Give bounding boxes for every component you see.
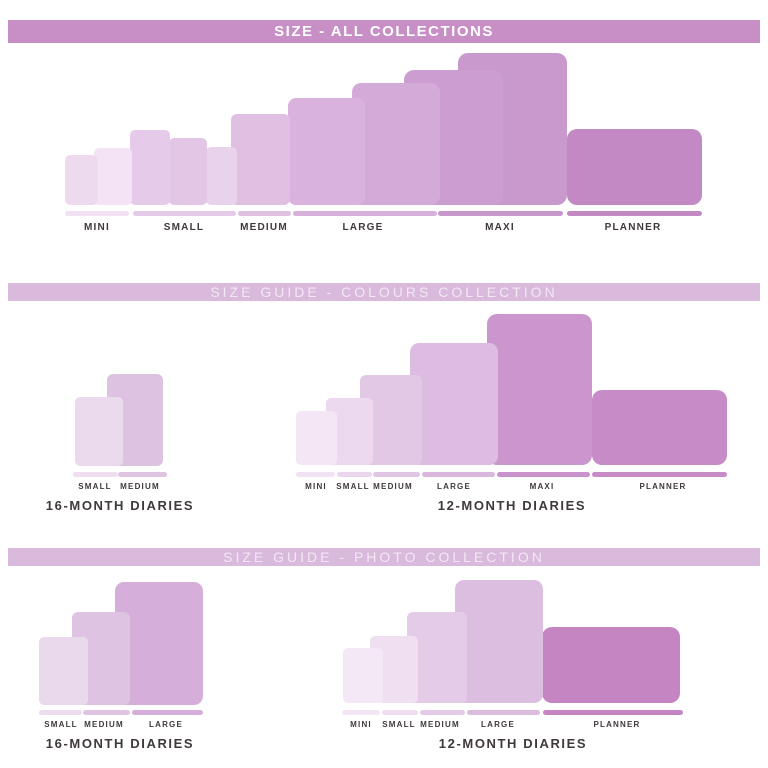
- size-bar-planner: [567, 211, 702, 216]
- size-label-mini: MINI: [84, 222, 110, 233]
- size-label-medium: MEDIUM: [84, 720, 124, 729]
- size-bar-medium: [373, 472, 420, 477]
- size-label-planner: PLANNER: [593, 720, 641, 729]
- size-bar-large: [467, 710, 540, 715]
- book-planner: [592, 390, 727, 465]
- book-large-a: [288, 98, 365, 205]
- size-label-small: SMALL: [78, 482, 112, 491]
- size-label-maxi: MAXI: [529, 482, 555, 491]
- size-label-small: SMALL: [44, 720, 78, 729]
- book-large: [410, 343, 498, 465]
- book-large: [455, 580, 543, 703]
- book-mini: [343, 648, 383, 703]
- section-header-all-collections: SIZE - ALL COLLECTIONS: [8, 20, 760, 43]
- size-bar-small: [337, 472, 372, 477]
- size-label-medium: MEDIUM: [120, 482, 160, 491]
- book-maxi: [487, 314, 592, 465]
- group-title-12-month-diaries-colours: 12-MONTH DIARIES: [437, 498, 587, 513]
- size-bar-medium: [118, 472, 167, 477]
- size-label-medium: MEDIUM: [240, 222, 288, 233]
- size-bar-maxi: [438, 211, 563, 216]
- size-bar-large: [132, 710, 203, 715]
- book-mini-b: [94, 148, 132, 205]
- book-small-b: [169, 138, 207, 205]
- group-title-12-month-diaries-photo: 12-MONTH DIARIES: [438, 736, 588, 751]
- book-small: [39, 637, 88, 705]
- size-bar-mini: [296, 472, 335, 477]
- book-planner: [567, 129, 702, 205]
- size-bar-medium: [420, 710, 465, 715]
- size-label-large: LARGE: [342, 222, 384, 233]
- section-header-colours-collection: SIZE GUIDE - COLOURS COLLECTION: [8, 283, 760, 301]
- size-bar-small: [39, 710, 82, 715]
- size-label-mini: MINI: [305, 482, 327, 491]
- size-label-planner: PLANNER: [604, 222, 662, 233]
- section-header-photo-collection: SIZE GUIDE - PHOTO COLLECTION: [8, 548, 760, 566]
- size-bar-medium: [238, 211, 291, 216]
- size-label-medium: MEDIUM: [373, 482, 413, 491]
- size-bar-medium: [83, 710, 130, 715]
- book-small-c: [206, 147, 237, 205]
- book-medium: [231, 114, 290, 205]
- book-small-a: [130, 130, 170, 205]
- size-bar-small: [73, 472, 118, 477]
- size-bar-mini: [65, 211, 129, 216]
- size-label-planner: PLANNER: [639, 482, 687, 491]
- size-label-large: LARGE: [437, 482, 471, 491]
- book-mini-a: [65, 155, 98, 205]
- size-label-small: SMALL: [163, 222, 205, 233]
- group-title-16-month-diaries-colours: 16-MONTH DIARIES: [45, 498, 195, 513]
- size-bar-maxi: [497, 472, 590, 477]
- book-planner: [542, 627, 680, 703]
- size-label-mini: MINI: [350, 720, 372, 729]
- size-bar-planner: [592, 472, 727, 477]
- size-label-large: LARGE: [481, 720, 515, 729]
- book-mini: [296, 411, 337, 465]
- size-label-large: LARGE: [149, 720, 183, 729]
- group-title-16-month-diaries-photo: 16-MONTH DIARIES: [45, 736, 195, 751]
- size-label-small: SMALL: [336, 482, 370, 491]
- size-label-maxi: MAXI: [485, 222, 515, 233]
- book-large-b: [352, 83, 440, 205]
- size-bar-mini: [342, 710, 380, 715]
- book-small: [75, 397, 123, 466]
- size-bar-large: [422, 472, 495, 477]
- size-bar-small: [382, 710, 418, 715]
- size-bar-large: [293, 211, 437, 216]
- size-bar-small: [133, 211, 236, 216]
- size-bar-planner: [543, 710, 683, 715]
- size-label-medium: MEDIUM: [420, 720, 460, 729]
- size-label-small: SMALL: [382, 720, 416, 729]
